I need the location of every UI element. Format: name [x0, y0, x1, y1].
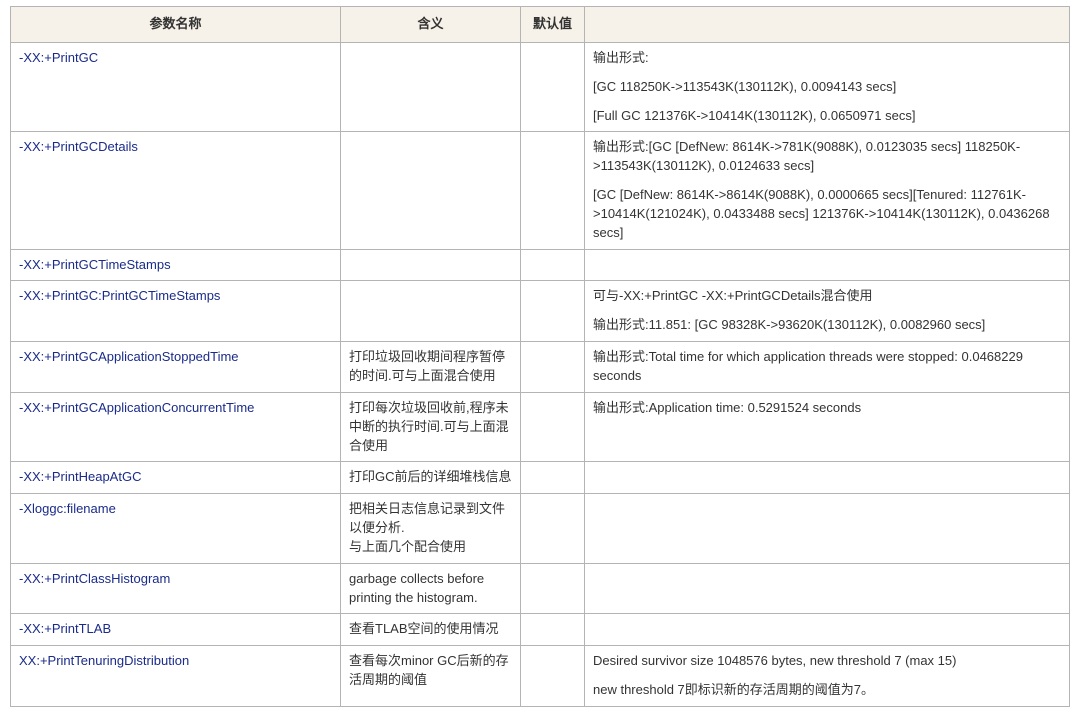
- cell-default: [521, 132, 585, 249]
- cell-default: [521, 563, 585, 614]
- cell-param: -XX:+PrintGC: [11, 42, 341, 132]
- cell-default: [521, 614, 585, 646]
- page-container: 参数名称 含义 默认值 -XX:+PrintGC 输出形式: [GC 118250K…: [0, 0, 1080, 717]
- cell-default: [521, 281, 585, 342]
- table-row: -XX:+PrintClassHistogramgarbage collects…: [11, 563, 1070, 614]
- desc-paragraph: 输出形式:11.851: [GC 98328K->93620K(130112K)…: [593, 316, 1061, 335]
- cell-param: -XX:+PrintTLAB: [11, 614, 341, 646]
- cell-meaning: 查看每次minor GC后新的存活周期的阈值: [341, 646, 521, 707]
- desc-paragraph: Desired survivor size 1048576 bytes, new…: [593, 652, 1061, 671]
- cell-desc: 输出形式:Application time: 0.5291524 seconds: [585, 392, 1070, 462]
- cell-meaning: [341, 42, 521, 132]
- cell-desc: [585, 494, 1070, 564]
- desc-paragraph: 可与-XX:+PrintGC -XX:+PrintGCDetails混合使用: [593, 287, 1061, 306]
- cell-param: -XX:+PrintGCTimeStamps: [11, 249, 341, 281]
- col-header-default: 默认值: [521, 7, 585, 43]
- cell-meaning: 把相关日志信息记录到文件以便分析.与上面几个配合使用: [341, 494, 521, 564]
- col-header-desc: [585, 7, 1070, 43]
- jvm-params-table: 参数名称 含义 默认值 -XX:+PrintGC 输出形式: [GC 118250K…: [10, 6, 1070, 707]
- table-row: -Xloggc:filename把相关日志信息记录到文件以便分析.与上面几个配合…: [11, 494, 1070, 564]
- desc-paragraph: 输出形式:Total time for which application th…: [593, 348, 1061, 386]
- desc-paragraph: 输出形式:: [593, 49, 1061, 68]
- cell-param: -Xloggc:filename: [11, 494, 341, 564]
- cell-param: -XX:+PrintClassHistogram: [11, 563, 341, 614]
- table-row: -XX:+PrintGC 输出形式: [GC 118250K->113543K(13…: [11, 42, 1070, 132]
- table-row: -XX:+PrintHeapAtGC打印GC前后的详细堆栈信息: [11, 462, 1070, 494]
- desc-paragraph: [GC 118250K->113543K(130112K), 0.0094143…: [593, 78, 1061, 97]
- cell-meaning: garbage collects before printing the his…: [341, 563, 521, 614]
- cell-meaning: 打印GC前后的详细堆栈信息: [341, 462, 521, 494]
- desc-paragraph: 输出形式:Application time: 0.5291524 seconds: [593, 399, 1061, 418]
- table-row: -XX:+PrintGCApplicationConcurrentTime打印每…: [11, 392, 1070, 462]
- cell-default: [521, 646, 585, 707]
- cell-meaning: [341, 249, 521, 281]
- cell-param: -XX:+PrintHeapAtGC: [11, 462, 341, 494]
- table-header-row: 参数名称 含义 默认值: [11, 7, 1070, 43]
- table-row: -XX:+PrintGCDetails 输出形式:[GC [DefNew: 861…: [11, 132, 1070, 249]
- table-row: -XX:+PrintTLAB查看TLAB空间的使用情况: [11, 614, 1070, 646]
- cell-param: XX:+PrintTenuringDistribution: [11, 646, 341, 707]
- cell-default: [521, 494, 585, 564]
- table-row: -XX:+PrintGCTimeStamps: [11, 249, 1070, 281]
- cell-desc: [585, 614, 1070, 646]
- cell-desc: 输出形式: [GC 118250K->113543K(130112K), 0.00…: [585, 42, 1070, 132]
- desc-paragraph: new threshold 7即标识新的存活周期的阈值为7。: [593, 681, 1061, 700]
- cell-default: [521, 392, 585, 462]
- desc-paragraph: [GC [DefNew: 8614K->8614K(9088K), 0.0000…: [593, 186, 1061, 243]
- desc-paragraph: 输出形式:[GC [DefNew: 8614K->781K(9088K), 0.…: [593, 138, 1061, 176]
- cell-param: -XX:+PrintGCApplicationConcurrentTime: [11, 392, 341, 462]
- cell-default: [521, 342, 585, 393]
- col-header-param: 参数名称: [11, 7, 341, 43]
- table-row: -XX:+PrintGCApplicationStoppedTime打印垃圾回收…: [11, 342, 1070, 393]
- cell-meaning: [341, 132, 521, 249]
- cell-meaning: 打印每次垃圾回收前,程序未中断的执行时间.可与上面混合使用: [341, 392, 521, 462]
- cell-desc: Desired survivor size 1048576 bytes, new…: [585, 646, 1070, 707]
- col-header-meaning: 含义: [341, 7, 521, 43]
- cell-meaning: 打印垃圾回收期间程序暂停的时间.可与上面混合使用: [341, 342, 521, 393]
- cell-desc: 可与-XX:+PrintGC -XX:+PrintGCDetails混合使用输出…: [585, 281, 1070, 342]
- cell-desc: [585, 249, 1070, 281]
- cell-desc: [585, 462, 1070, 494]
- desc-paragraph: [Full GC 121376K->10414K(130112K), 0.065…: [593, 107, 1061, 126]
- cell-meaning: 查看TLAB空间的使用情况: [341, 614, 521, 646]
- cell-default: [521, 249, 585, 281]
- cell-default: [521, 462, 585, 494]
- cell-meaning: [341, 281, 521, 342]
- cell-desc: 输出形式:Total time for which application th…: [585, 342, 1070, 393]
- cell-desc: [585, 563, 1070, 614]
- cell-param: -XX:+PrintGC:PrintGCTimeStamps: [11, 281, 341, 342]
- table-row: XX:+PrintTenuringDistribution查看每次minor G…: [11, 646, 1070, 707]
- table-row: -XX:+PrintGC:PrintGCTimeStamps 可与-XX:+Pri…: [11, 281, 1070, 342]
- cell-desc: 输出形式:[GC [DefNew: 8614K->781K(9088K), 0.…: [585, 132, 1070, 249]
- cell-param: -XX:+PrintGCApplicationStoppedTime: [11, 342, 341, 393]
- cell-param: -XX:+PrintGCDetails: [11, 132, 341, 249]
- cell-default: [521, 42, 585, 132]
